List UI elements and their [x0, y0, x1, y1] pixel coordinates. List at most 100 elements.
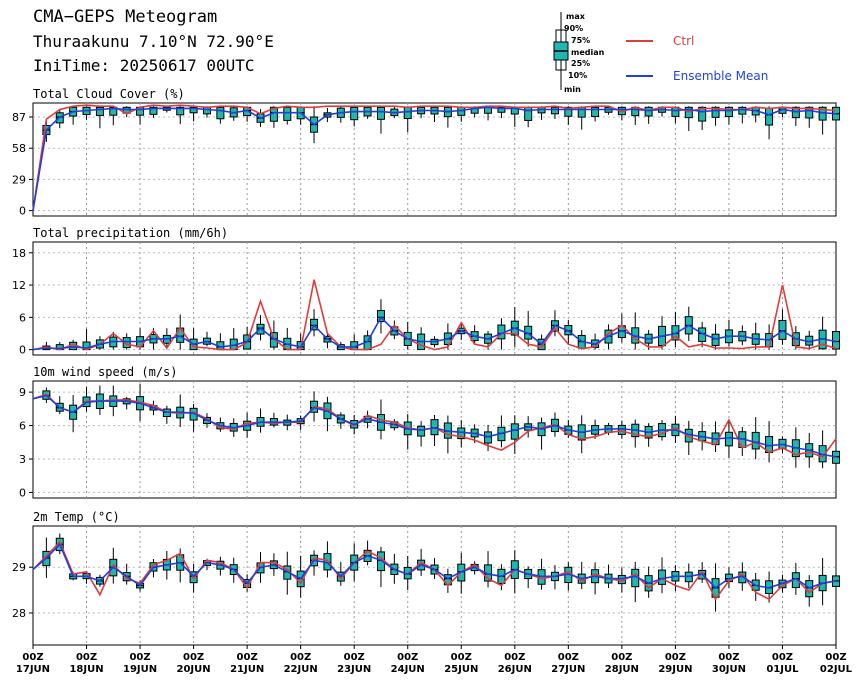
box-plot	[658, 557, 667, 594]
box-plot	[403, 106, 412, 133]
panel-title: Total Cloud Cover (%)	[33, 87, 185, 101]
box-plot	[671, 311, 680, 348]
panel-3: 10m wind speed (m/s) 0 3 6 9	[19, 365, 840, 499]
box-body	[524, 106, 533, 121]
x-tick-hour-label: 00Z	[558, 652, 579, 663]
y-tick-label: 0	[19, 344, 26, 357]
box-plot	[765, 421, 774, 463]
box-plot	[711, 324, 720, 350]
box-body	[417, 425, 426, 437]
box-plot	[832, 318, 840, 350]
box-plot	[176, 394, 185, 427]
box-body	[724, 106, 733, 118]
box-plot	[269, 412, 278, 428]
y-tick-label: 6	[19, 311, 26, 324]
legend-label-max: max	[566, 12, 586, 21]
panel-1: Total Cloud Cover (%) 0 29 58 87	[12, 87, 840, 218]
x-tick-hour-label: 00Z	[451, 652, 472, 663]
box-body	[376, 310, 385, 323]
box-body	[698, 106, 707, 122]
panel-title: 10m wind speed (m/s)	[33, 365, 178, 379]
box-body	[176, 106, 185, 116]
box-plot	[82, 387, 91, 412]
box-body	[805, 580, 814, 598]
y-tick-label: 6	[19, 420, 26, 433]
box-plot	[550, 106, 559, 119]
box-body	[711, 333, 720, 346]
box-body	[510, 423, 519, 440]
box-plot	[497, 415, 506, 448]
x-tick-day-label: 25JUN	[444, 664, 478, 675]
box-plot	[751, 322, 760, 350]
ensemble-mean-line	[32, 315, 837, 351]
x-tick-day-label: 27JUN	[551, 664, 585, 675]
ctrl-line	[32, 104, 837, 211]
box-plot	[510, 415, 519, 454]
box-plot	[162, 106, 171, 113]
x-tick-day-label: 02JUL	[820, 664, 853, 675]
legend-label-min: min	[564, 85, 581, 94]
box-plot	[283, 106, 292, 125]
x-tick-hour-label: 00Z	[504, 652, 525, 663]
legend-mean-label: Ensemble Mean	[673, 69, 768, 83]
box-plot	[376, 546, 385, 587]
box-plot	[310, 309, 319, 337]
x-tick-day-label: 23JUN	[337, 664, 371, 675]
y-tick-label: 29	[12, 561, 26, 574]
x-tick-day-label: 19JUN	[123, 664, 157, 675]
ctrl-line	[32, 279, 837, 351]
y-tick-label: 87	[12, 111, 26, 124]
box-plot	[818, 558, 827, 606]
box-plot	[604, 564, 613, 588]
y-tick-label: 12	[12, 279, 26, 292]
box-plot	[805, 106, 814, 128]
box-body	[149, 106, 158, 115]
box-plot	[564, 562, 573, 591]
box-plot	[189, 403, 198, 432]
box-plot	[430, 414, 439, 447]
box-body	[791, 106, 800, 119]
legend-label-10: 10%	[568, 71, 587, 80]
box-plot	[457, 106, 466, 122]
box-plot	[283, 327, 292, 351]
y-tick-label: 9	[19, 386, 26, 399]
legend-boxplot-glyph	[553, 12, 569, 90]
box-body	[283, 106, 292, 121]
box-plot	[336, 106, 345, 123]
x-tick-hour-label: 00Z	[665, 652, 686, 663]
box-plot	[484, 551, 493, 588]
box-plot	[202, 331, 211, 347]
x-tick-day-label: 17JUN	[16, 664, 50, 675]
box-plot	[376, 106, 385, 134]
box-plot	[617, 106, 626, 121]
box-plot	[363, 106, 372, 119]
box-plot	[122, 396, 131, 410]
box-plot	[350, 106, 359, 127]
legend-ctrl-label: Ctrl	[673, 34, 694, 48]
x-tick-day-label: 21JUN	[230, 664, 264, 675]
x-tick-hour-label: 00Z	[397, 652, 418, 663]
x-tick-hour-label: 00Z	[611, 652, 632, 663]
box-plot	[484, 106, 493, 121]
box-plot	[832, 106, 840, 128]
box-plot	[644, 423, 653, 447]
y-tick-label: 3	[19, 453, 26, 466]
box-plot	[805, 330, 814, 350]
ensemble-mean-line	[32, 394, 837, 458]
x-tick-hour-label: 00Z	[183, 652, 204, 663]
init-time: IniTime: 20250617 00UTC	[33, 56, 255, 75]
box-body	[109, 106, 118, 116]
panel-title: 2m Temp (°C)	[33, 510, 120, 524]
legend-label-median: median	[571, 48, 605, 57]
box-body	[805, 106, 814, 119]
x-tick-hour-label: 00Z	[76, 652, 97, 663]
panel-4: 2m Temp (°C) 28 29	[12, 510, 840, 646]
box-body	[564, 106, 573, 117]
box-body	[644, 106, 653, 117]
box-plot	[417, 421, 426, 447]
x-tick-hour-label: 00Z	[825, 652, 846, 663]
box-plot	[403, 414, 412, 450]
box-body	[738, 106, 747, 115]
box-plot	[537, 106, 546, 120]
